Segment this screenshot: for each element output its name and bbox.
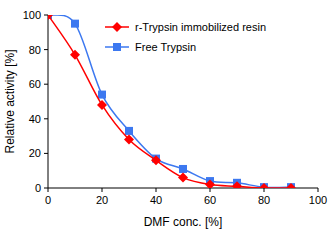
y-tick [44, 49, 48, 50]
series-marker [70, 50, 80, 60]
x-tick [318, 188, 319, 192]
x-tick-label: 100 [309, 194, 327, 206]
y-tick-label: 80 [29, 44, 41, 56]
x-tick [102, 188, 103, 192]
y-tick-label: 0 [35, 182, 41, 194]
series-line [48, 15, 291, 188]
legend-label: Free Trypsin [135, 41, 196, 53]
legend-marker [112, 22, 122, 32]
y-tick [44, 188, 48, 189]
series-line [48, 15, 291, 187]
series-marker [48, 15, 53, 20]
legend-marker [113, 43, 121, 51]
series-marker [125, 127, 133, 135]
plot-area [48, 15, 296, 188]
y-tick-label: 40 [29, 113, 41, 125]
y-tick [44, 15, 48, 16]
y-tick-label: 60 [29, 78, 41, 90]
chart: 0 20 40 60 80 100 0 20 40 60 80 100 DMF conc. [%] Rel… [0, 0, 332, 238]
series-marker [259, 183, 269, 188]
series-marker [286, 183, 296, 188]
x-tick-label: 60 [204, 194, 216, 206]
x-tick-label: 40 [150, 194, 162, 206]
series-marker [232, 181, 242, 188]
legend-label: r-Trypsin immobilized resin [135, 21, 266, 33]
x-tick [156, 188, 157, 192]
x-tick-label: 80 [258, 194, 270, 206]
series-marker [71, 20, 79, 28]
series-marker [205, 180, 215, 188]
y-tick [44, 84, 48, 85]
series-marker [124, 135, 134, 145]
legend: r-Trypsin immobilized resin Free Trypsin [105, 21, 266, 53]
series-marker [151, 155, 161, 165]
series-marker [97, 100, 107, 110]
x-tick-label: 20 [96, 194, 108, 206]
series-marker [179, 165, 187, 173]
x-tick [48, 188, 49, 192]
y-tick [44, 153, 48, 154]
y-tick-label: 100 [23, 9, 41, 21]
x-axis-label: DMF conc. [%] [144, 215, 223, 229]
series-marker [98, 91, 106, 99]
y-axis [48, 15, 49, 188]
x-tick [264, 188, 265, 192]
x-tick-label: 0 [45, 194, 51, 206]
y-tick-label: 20 [29, 147, 41, 159]
series-marker [178, 173, 188, 183]
x-tick [210, 188, 211, 192]
y-axis-label: Relative activity [%] [3, 49, 17, 153]
y-tick [44, 118, 48, 119]
